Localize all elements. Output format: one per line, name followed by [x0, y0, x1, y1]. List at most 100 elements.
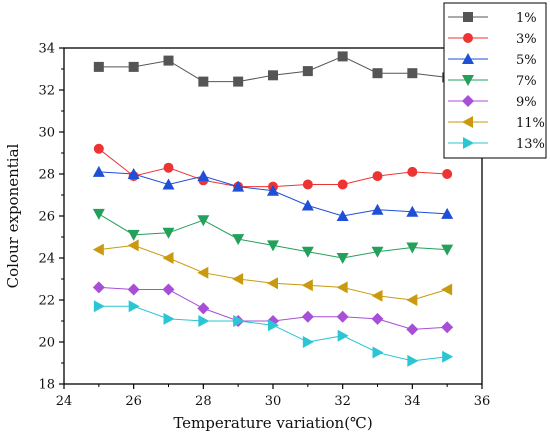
legend-label: 9%: [516, 95, 537, 110]
data-point: [127, 283, 140, 296]
data-point: [406, 294, 418, 306]
data-point: [407, 354, 419, 367]
data-point: [232, 180, 245, 192]
data-point: [442, 350, 454, 363]
data-point: [406, 323, 419, 336]
data-point: [371, 203, 384, 215]
series-5pct: [92, 165, 454, 221]
data-point: [336, 281, 348, 294]
data-point: [197, 215, 210, 227]
y-tick-label: 30: [38, 126, 55, 141]
data-point: [301, 310, 314, 323]
data-point: [127, 229, 140, 241]
legend-label: 11%: [516, 116, 545, 131]
series-line: [98, 244, 448, 301]
data-point: [233, 315, 245, 327]
data-point: [198, 76, 209, 87]
series-7pct: [92, 208, 454, 264]
data-point: [163, 162, 174, 173]
y-tick-label: 22: [38, 294, 55, 309]
x-tick-label: 24: [56, 394, 73, 409]
legend-marker: [462, 95, 474, 107]
data-point: [197, 266, 209, 279]
y-tick-label: 20: [38, 336, 55, 351]
legend-marker: [463, 137, 474, 149]
data-point: [92, 165, 105, 177]
data-point: [441, 244, 454, 256]
data-point: [162, 227, 175, 239]
data-point: [337, 179, 348, 190]
series-3pct: [93, 143, 453, 192]
legend-label: 3%: [516, 32, 537, 47]
data-point: [302, 66, 313, 77]
legend-label: 13%: [516, 137, 545, 152]
data-point: [372, 171, 383, 182]
data-point: [267, 240, 279, 252]
series-line: [98, 305, 448, 362]
y-tick-label: 34: [38, 42, 55, 57]
data-point: [406, 205, 419, 217]
data-point: [128, 61, 139, 72]
x-tick-label: 26: [125, 394, 142, 409]
legend-marker: [463, 12, 473, 22]
data-point: [163, 312, 175, 325]
data-point: [233, 76, 244, 87]
data-point: [197, 302, 210, 315]
data-point: [407, 166, 418, 177]
data-point: [197, 170, 210, 182]
x-tick-label: 30: [265, 394, 282, 409]
series-13pct: [93, 300, 454, 367]
data-point: [92, 208, 105, 220]
data-point: [163, 55, 174, 66]
data-point: [162, 283, 175, 296]
data-point: [93, 61, 104, 72]
data-point: [198, 315, 210, 327]
data-point: [337, 329, 349, 342]
data-point: [92, 281, 105, 294]
data-point: [128, 300, 140, 313]
data-point: [267, 277, 278, 290]
series-1pct: [93, 51, 453, 87]
series-11pct: [92, 239, 453, 306]
data-point: [371, 246, 384, 258]
data-point: [372, 346, 384, 359]
data-point: [302, 336, 314, 348]
data-point: [301, 199, 314, 211]
data-point: [302, 179, 313, 190]
legend-marker: [462, 75, 474, 86]
plot-series: [92, 51, 454, 367]
axes: 24 26 28 30 32 34 36 18 20 22 24 26 28 30 32 34: [38, 42, 490, 410]
data-point: [407, 68, 418, 79]
data-point: [301, 279, 313, 292]
data-point: [93, 143, 104, 154]
data-point: [162, 252, 174, 264]
data-point: [232, 234, 245, 246]
data-point: [336, 210, 349, 221]
data-point: [441, 283, 453, 296]
data-point: [371, 312, 384, 325]
x-tick-label: 28: [195, 394, 212, 409]
y-axis-title: Colour exponential: [4, 143, 22, 288]
legend-marker: [462, 116, 473, 128]
x-tick-label: 36: [474, 394, 491, 409]
plot-frame: [63, 47, 483, 385]
data-point: [406, 242, 419, 254]
data-point: [442, 169, 453, 179]
x-axis-title: Temperature variation(℃): [173, 414, 372, 432]
data-point: [337, 51, 348, 62]
legend-marker: [462, 53, 474, 64]
data-point: [162, 178, 175, 190]
data-point: [371, 289, 383, 302]
data-point: [92, 243, 104, 256]
data-point: [268, 70, 278, 81]
legend-marker: [463, 33, 473, 43]
y-tick-label: 28: [38, 168, 55, 183]
legend: 1% 3% 5% 7% 9% 11% 13%: [443, 2, 547, 159]
x-tick-label: 32: [334, 394, 351, 409]
legend-label: 5%: [516, 53, 537, 68]
data-point: [268, 319, 279, 332]
data-point: [441, 321, 454, 334]
y-tick-label: 32: [38, 84, 55, 99]
data-point: [301, 246, 314, 258]
